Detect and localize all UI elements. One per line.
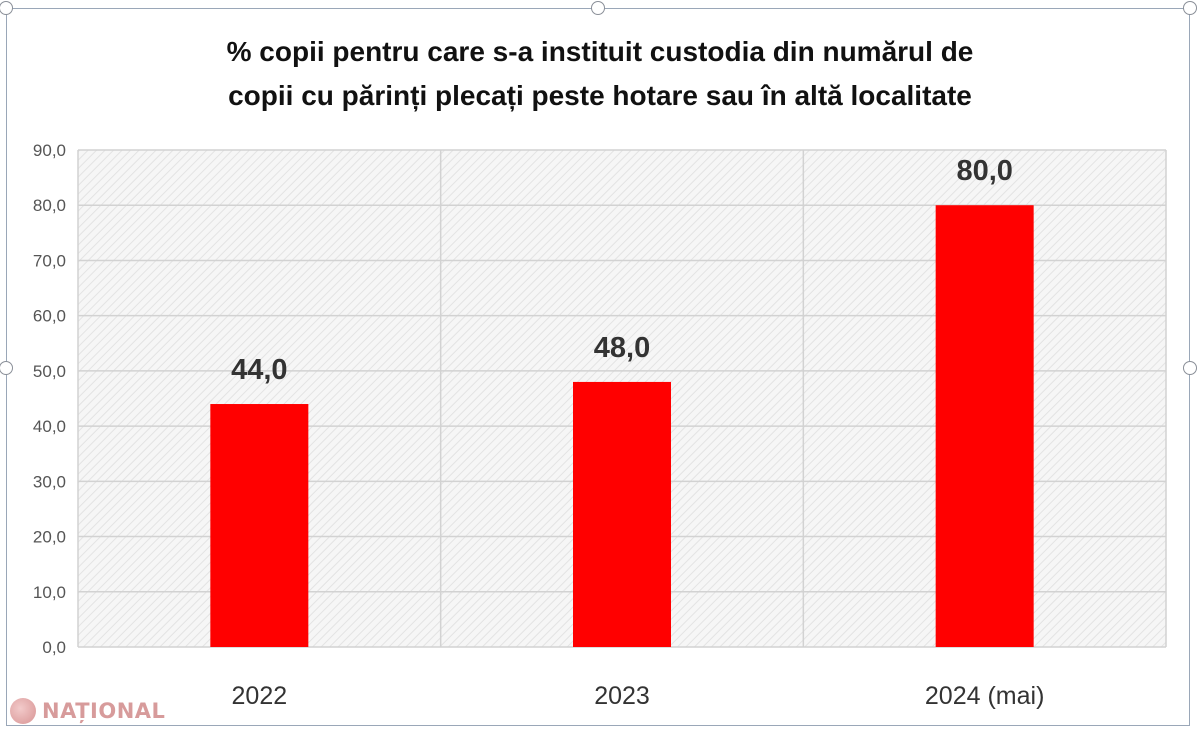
- y-tick-label: 10,0: [33, 583, 66, 602]
- data-label: 80,0: [956, 155, 1012, 187]
- bar[interactable]: [573, 381, 671, 647]
- y-tick-label: 50,0: [33, 362, 66, 381]
- chart-title: % copii pentru care s-a instituit custod…: [0, 30, 1200, 118]
- y-tick-label: 70,0: [33, 251, 66, 270]
- data-label: 48,0: [594, 332, 650, 364]
- y-tick-label: 0,0: [42, 638, 66, 657]
- x-tick-label: 2022: [232, 682, 288, 710]
- resize-handle-top-center[interactable]: [591, 1, 605, 15]
- data-label: 44,0: [231, 354, 287, 386]
- logo-icon: [10, 698, 36, 724]
- x-tick-label: 2023: [594, 682, 650, 710]
- watermark-text: NAȚIONAL: [42, 699, 166, 723]
- bar[interactable]: [935, 205, 1034, 647]
- chart-title-line-2: copii cu părinți plecați peste hotare sa…: [228, 80, 972, 111]
- y-tick-label: 40,0: [33, 417, 66, 436]
- x-tick-label: 2024 (mai): [925, 682, 1045, 710]
- resize-handle-top-left[interactable]: [0, 1, 13, 15]
- resize-handle-middle-left[interactable]: [0, 361, 13, 375]
- y-tick-label: 90,0: [33, 141, 66, 160]
- watermark: NAȚIONAL: [10, 696, 165, 726]
- resize-handle-middle-right[interactable]: [1183, 361, 1197, 375]
- y-tick-label: 80,0: [33, 196, 66, 215]
- y-tick-label: 20,0: [33, 528, 66, 547]
- y-tick-label: 30,0: [33, 472, 66, 491]
- bar[interactable]: [210, 404, 309, 647]
- chart-title-line-1: % copii pentru care s-a instituit custod…: [226, 36, 974, 67]
- resize-handle-top-right[interactable]: [1183, 1, 1197, 15]
- y-tick-label: 60,0: [33, 307, 66, 326]
